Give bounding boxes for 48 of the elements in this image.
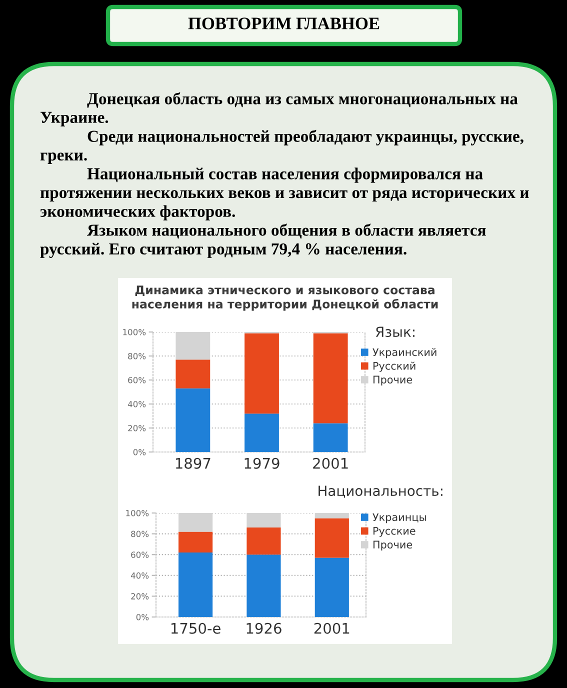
y-tick-label: 60% [131, 552, 149, 558]
legend-label: Прочие [373, 540, 412, 551]
y-tick-label: 20% [128, 424, 146, 432]
bar [314, 513, 349, 518]
text: Национальный состав населения сформировался на протяжении нескольких веков и зависит от ряда исторических и экономических факторов. [40, 168, 529, 220]
y-tick-label: 40% [130, 572, 149, 579]
bar [244, 333, 279, 414]
legend-label: Прочие [373, 376, 412, 386]
y-tick-label: 0% [136, 614, 149, 620]
y-tick-label: 60% [128, 376, 146, 384]
bar [313, 333, 348, 424]
bar [246, 528, 281, 555]
x-tick-label: 1750-е [171, 622, 220, 634]
y-tick-label: 100% [123, 328, 146, 336]
bar [244, 414, 279, 452]
legend-label: Русские [373, 527, 416, 537]
legend-title: Язык: [376, 326, 414, 338]
x-tick-label: 1897 [176, 458, 210, 469]
y-tick-label: 100% [126, 510, 149, 516]
bar [176, 360, 210, 388]
text: ПОВТОРИМ ГЛАВНОЕ [188, 18, 380, 30]
text: Среди национальностей преобладают украинцы, русские, греки. [40, 130, 524, 164]
bar [246, 513, 281, 528]
y-tick-label: 40% [128, 400, 146, 408]
legend-title: Национальность: [318, 486, 442, 498]
bar [314, 518, 349, 558]
bar [313, 423, 348, 452]
y-tick-label: 80% [131, 530, 149, 538]
bar [178, 513, 213, 532]
y-tick-label: 0% [133, 448, 146, 456]
chart-title: Динамика этнического и языкового состава населения на территории Донецкой области [132, 286, 438, 311]
text: Донецкая область одна из самых многонациональных на Украине. [40, 92, 518, 126]
text: Языком национального общения в области является русский. Его считают родным 79,4 % населения. [40, 224, 486, 258]
y-tick-label: 80% [128, 352, 146, 360]
bar [314, 558, 349, 617]
x-tick-label: 1979 [244, 458, 280, 469]
bar [246, 554, 281, 617]
bar [176, 388, 210, 452]
legend-label: Русский [373, 362, 416, 372]
x-tick-label: 1926 [246, 622, 282, 634]
x-tick-label: 2001 [313, 458, 348, 469]
bar [178, 552, 213, 617]
bar [176, 332, 210, 360]
bar [178, 532, 213, 553]
y-tick-label: 20% [131, 593, 149, 600]
legend-label: Украинский [372, 348, 436, 358]
x-tick-label: 2001 [314, 622, 350, 634]
legend-label: Украинцы [372, 513, 426, 524]
